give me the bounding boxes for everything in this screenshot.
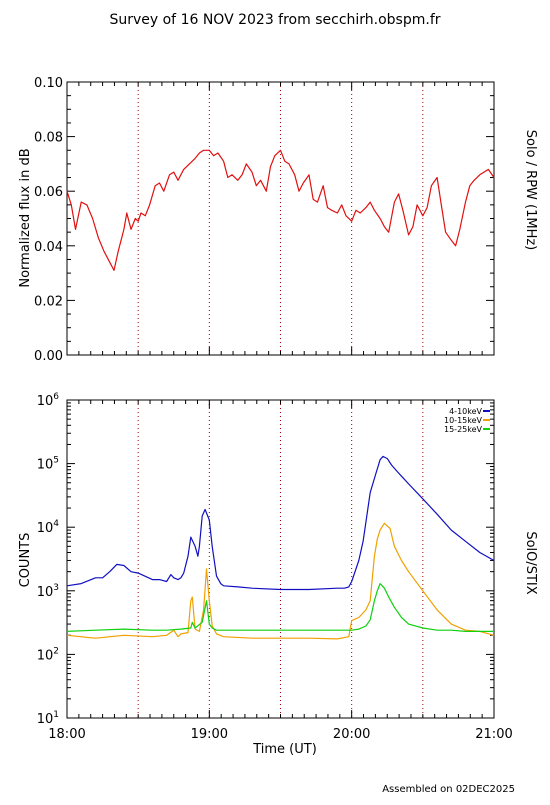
legend-label: 10-15keV [444,416,483,425]
x-tick-label: 19:00 [191,727,228,742]
x-axis-label: Time (UT) [252,742,317,757]
rpw-y-tick-label: 0.04 [34,240,63,255]
stix-panel: COUNTS SolO/STIX Time (UT) 18:00 19:00 20:… [18,392,538,757]
rpw-y-tick-label: 0.06 [34,185,63,200]
rpw-y-tick-label: 0.08 [34,131,63,146]
stix-instrument-label: SolO/STIX [523,531,538,594]
stix-y-tick-label: 104 [37,519,60,536]
stix-series-line-15-25kev [66,582,494,633]
assembled-footer: Assembled on 02DEC2025 [382,784,515,795]
stix-plot-frame [66,399,495,719]
page-title: Survey of 16 NOV 2023 from secchirh.obsp… [109,12,440,28]
rpw-y-tick-label: 0.00 [34,349,63,364]
rpw-y-axis-label: Normalized flux in dB [18,148,33,287]
rpw-instrument-label: Solo / RPW (1MHz) [523,130,538,251]
stix-y-tick-label: 101 [37,710,59,727]
rpw-series-line-0 [66,149,495,271]
rpw-y-tick-label: 0.02 [34,294,63,309]
stix-series-line-4-10kev [66,455,495,591]
x-tick-label: 21:00 [475,727,512,742]
stix-y-tick-label: 103 [37,583,59,600]
stix-series-line-10-15kev [66,522,495,640]
stix-y-tick-label: 102 [37,646,59,663]
legend-label: 4-10keV [449,407,482,416]
stix-y-tick-label: 105 [37,456,59,473]
rpw-y-tick-label: 0.10 [34,76,63,91]
stix-y-tick-label: 106 [37,392,60,409]
x-tick-label: 20:00 [333,727,370,742]
legend-label: 15-25keV [444,425,483,434]
x-tick-label: 18:00 [48,727,85,742]
rpw-panel: Normalized flux in dB Solo / RPW (1MHz) … [18,76,538,364]
stix-y-axis-label: COUNTS [18,533,33,588]
